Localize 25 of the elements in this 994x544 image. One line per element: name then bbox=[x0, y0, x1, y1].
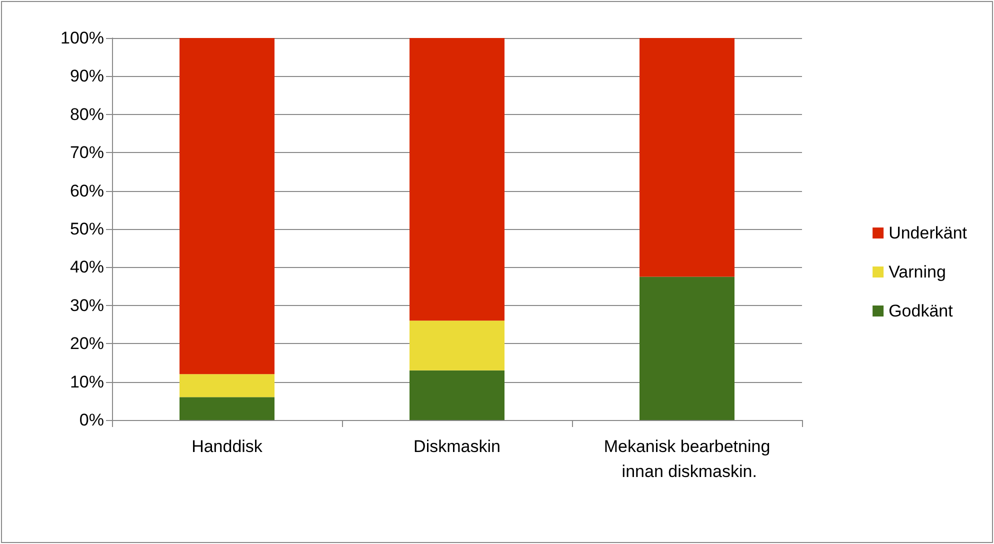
bar bbox=[410, 38, 504, 321]
legend-label: Godkänt bbox=[888, 302, 954, 320]
y-tick-label: 40% bbox=[70, 258, 104, 277]
legend-label: Varning bbox=[888, 262, 946, 282]
bar bbox=[640, 276, 734, 420]
bar bbox=[180, 397, 274, 420]
bar bbox=[640, 38, 734, 277]
bar bbox=[410, 320, 504, 370]
y-tick-label: 60% bbox=[70, 181, 104, 200]
y-tick-label: 10% bbox=[70, 372, 104, 392]
x-tick-label: Diskmaskin bbox=[414, 437, 500, 456]
x-tick-label: Handdisk bbox=[192, 437, 263, 456]
y-tick-label: 90% bbox=[70, 66, 104, 86]
y-tick-label: 50% bbox=[70, 220, 104, 238]
y-tick-label: 20% bbox=[70, 334, 104, 354]
y-tick-label: 100% bbox=[60, 28, 104, 48]
y-tick-label: 0% bbox=[79, 410, 104, 430]
legend-label: Underkänt bbox=[888, 224, 968, 242]
bar bbox=[180, 374, 274, 398]
bar bbox=[410, 370, 504, 420]
y-tick-label: 80% bbox=[70, 104, 104, 124]
y-tick-label: 70% bbox=[70, 143, 104, 162]
y-tick-label: 30% bbox=[70, 296, 104, 315]
bar bbox=[180, 38, 274, 374]
x-tick-label: Mekanisk bearbetning innan diskmaskin. bbox=[604, 437, 770, 481]
